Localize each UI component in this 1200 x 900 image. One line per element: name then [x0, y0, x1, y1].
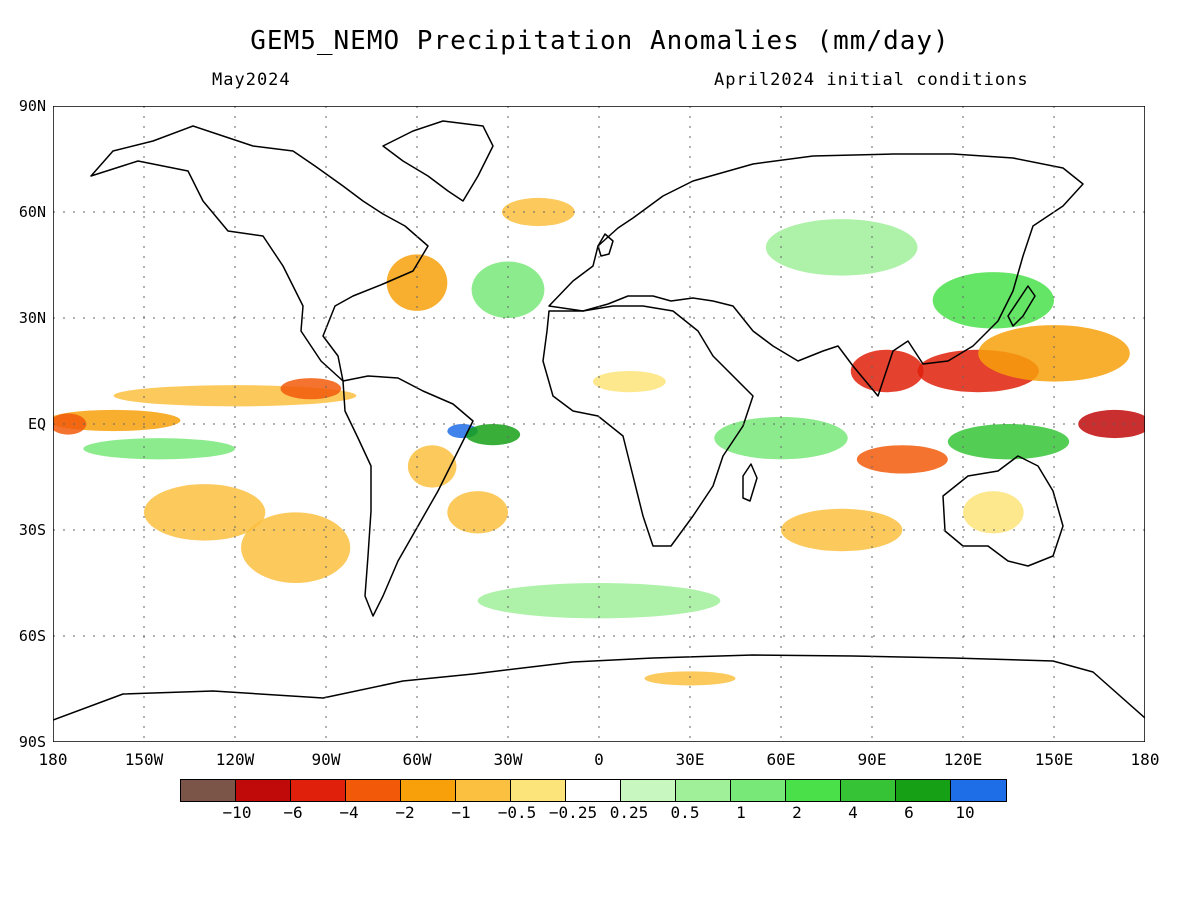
anomaly-region-4	[83, 438, 235, 460]
lon-label-60e: 60E	[766, 750, 796, 769]
colorbar-label-10: 2	[792, 803, 802, 822]
madagascar-outline	[742, 463, 758, 502]
init-conditions-label: April2024 initial conditions	[714, 70, 1029, 90]
lat-label-60n: 60N	[18, 203, 46, 221]
australia-outline	[942, 455, 1064, 567]
lat-label-60s: 60S	[18, 627, 46, 645]
anomaly-region-25	[765, 219, 918, 276]
anomaly-region-21	[963, 491, 1024, 534]
lon-label-90w: 90W	[311, 750, 341, 769]
anomaly-region-17	[1078, 409, 1145, 439]
colorbar-swatch-6	[511, 780, 566, 801]
anomaly-region-23	[477, 583, 721, 619]
anomaly-region-10	[407, 445, 457, 488]
greenland-outline	[382, 120, 494, 202]
anomaly-region-3	[280, 378, 342, 400]
anomaly-region-7	[386, 254, 448, 311]
colorbar-swatch-13	[896, 780, 951, 801]
colorbar-swatch-7	[566, 780, 621, 801]
anomaly-region-20	[932, 272, 1054, 329]
anomaly-region-27	[471, 261, 545, 318]
anomaly-region-22	[781, 508, 903, 552]
lat-label-eq: EQ	[27, 415, 46, 433]
continent-outlines	[53, 120, 1145, 721]
lon-label-180w: 180	[38, 750, 68, 769]
colorbar-label-9: 1	[736, 803, 746, 822]
colorbar-label-6: −0.25	[548, 803, 598, 822]
colorbar-swatch-12	[841, 780, 896, 801]
anomaly-region-19	[856, 445, 948, 474]
colorbar-label-0: −10	[222, 803, 252, 822]
colorbar-label-8: 0.5	[670, 803, 700, 822]
colorbar-label-5: −0.5	[497, 803, 537, 822]
lon-label-120e: 120E	[943, 750, 983, 769]
lon-label-150w: 150W	[124, 750, 164, 769]
north-america-outline	[90, 125, 429, 382]
japan-outline	[1007, 285, 1036, 327]
colorbar-swatch-1	[236, 780, 291, 801]
antarctica-outline	[53, 654, 1145, 721]
south-america-outline	[342, 375, 474, 617]
colorbar-label-7: 0.25	[609, 803, 649, 822]
europe-asia-outline	[548, 153, 1084, 397]
graticule	[53, 106, 1145, 742]
anomaly-region-6	[241, 512, 351, 583]
colorbar-label-1: −6	[283, 803, 303, 822]
anomaly-region-16	[978, 325, 1130, 382]
colorbar	[180, 779, 1007, 802]
colorbar-label-4: −1	[451, 803, 471, 822]
lon-label-180e: 180	[1130, 750, 1160, 769]
anomaly-region-24	[644, 671, 736, 686]
colorbar-label-11: 4	[848, 803, 858, 822]
colorbar-label-2: −4	[339, 803, 359, 822]
lon-label-30w: 30W	[493, 750, 523, 769]
lon-label-150e: 150E	[1034, 750, 1074, 769]
colorbar-swatch-14	[951, 780, 1006, 801]
lat-label-90n: 90N	[18, 97, 46, 115]
colorbar-swatch-3	[346, 780, 401, 801]
anomaly-region-13	[714, 416, 848, 460]
colorbar-swatch-2	[291, 780, 346, 801]
colorbar-swatch-11	[786, 780, 841, 801]
colorbar-swatch-5	[456, 780, 511, 801]
lon-label-30e: 30E	[675, 750, 705, 769]
chart-title: GEM5_NEMO Precipitation Anomalies (mm/da…	[250, 26, 950, 56]
lon-label-60w: 60W	[402, 750, 432, 769]
anomaly-region-18	[947, 424, 1070, 460]
lon-label-120w: 120W	[215, 750, 255, 769]
colorbar-label-12: 6	[904, 803, 914, 822]
valid-month-label: May2024	[212, 70, 291, 90]
anomaly-region-14	[850, 349, 924, 393]
anomaly-region-26	[501, 197, 575, 227]
british-isles-outline	[597, 233, 614, 257]
lat-label-30s: 30S	[18, 521, 46, 539]
colorbar-label-3: −2	[395, 803, 415, 822]
colorbar-swatch-0	[181, 780, 236, 801]
anomaly-region-12	[592, 371, 666, 393]
colorbar-swatch-10	[731, 780, 786, 801]
colorbar-swatch-9	[676, 780, 731, 801]
lat-label-30n: 30N	[18, 309, 46, 327]
colorbar-swatch-8	[621, 780, 676, 801]
precipitation-anomaly-map	[53, 106, 1145, 742]
lat-label-90s: 90S	[18, 733, 46, 751]
lon-label-90e: 90E	[857, 750, 887, 769]
colorbar-label-13: 10	[955, 803, 975, 822]
africa-outline	[542, 305, 754, 547]
anomaly-region-11	[447, 491, 508, 534]
lon-label-0: 0	[594, 750, 604, 769]
anomaly-region-9	[465, 424, 521, 446]
colorbar-swatch-4	[401, 780, 456, 801]
anomaly-region-1	[53, 413, 87, 435]
